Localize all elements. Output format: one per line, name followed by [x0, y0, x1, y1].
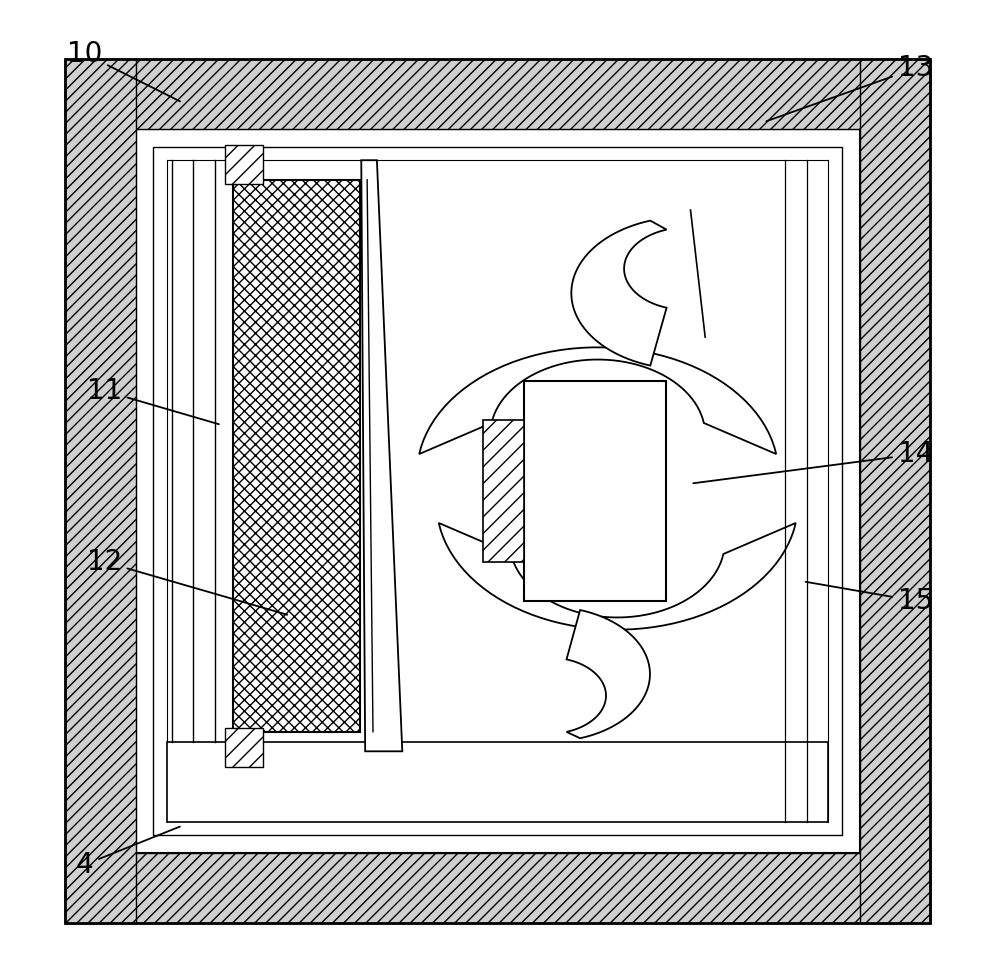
Text: 13: 13 — [766, 55, 933, 121]
Bar — [524, 381, 666, 601]
Text: 12: 12 — [87, 548, 287, 615]
Bar — [167, 742, 828, 822]
Polygon shape — [571, 221, 667, 365]
Polygon shape — [567, 610, 650, 739]
Bar — [65, 59, 930, 923]
Text: 10: 10 — [67, 40, 180, 102]
Polygon shape — [419, 348, 776, 454]
Text: 11: 11 — [87, 377, 219, 424]
Bar — [136, 129, 860, 853]
Bar — [225, 728, 263, 767]
Polygon shape — [361, 160, 402, 751]
Polygon shape — [439, 523, 796, 629]
Text: 15: 15 — [806, 581, 933, 615]
Bar — [233, 180, 360, 732]
Bar — [860, 59, 930, 923]
Text: 14: 14 — [693, 441, 933, 484]
Bar — [153, 147, 842, 835]
Bar — [65, 59, 136, 923]
Bar — [225, 145, 263, 184]
Bar — [65, 59, 930, 129]
Text: 4: 4 — [76, 827, 180, 878]
Bar — [483, 420, 524, 562]
Bar — [65, 853, 930, 923]
